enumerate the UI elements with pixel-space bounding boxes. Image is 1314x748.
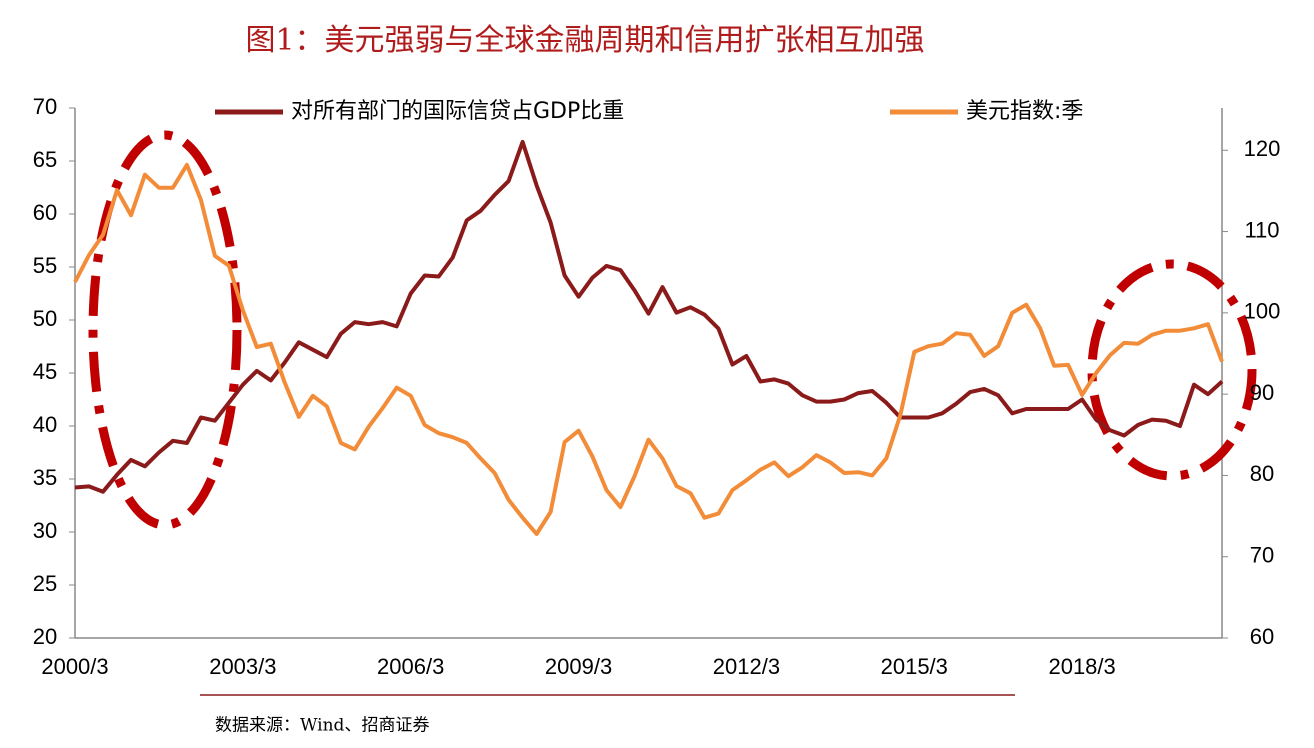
x-tick-label: 2012/3 bbox=[713, 654, 780, 679]
y2-tick-label: 90 bbox=[1250, 380, 1274, 405]
y-tick-label: 55 bbox=[33, 253, 57, 278]
x-tick-label: 2003/3 bbox=[209, 654, 276, 679]
y-tick-label: 65 bbox=[33, 147, 57, 172]
series-line bbox=[73, 162, 1224, 536]
y-tick-label: 25 bbox=[33, 571, 57, 596]
legend-label: 对所有部门的国际信贷占GDP比重 bbox=[291, 99, 624, 124]
source-note: 数据来源：Wind、招商证券 bbox=[215, 716, 429, 736]
y-tick-label: 50 bbox=[33, 306, 57, 331]
y-tick-label: 40 bbox=[33, 412, 57, 437]
highlight-ellipse bbox=[88, 130, 242, 530]
y2-tick-label: 120 bbox=[1244, 136, 1281, 161]
y-tick-label: 35 bbox=[33, 465, 57, 490]
x-tick-label: 2009/3 bbox=[545, 654, 612, 679]
x-tick-label: 2006/3 bbox=[377, 654, 444, 679]
y-tick-label: 30 bbox=[33, 518, 57, 543]
highlight-ellipse bbox=[1087, 259, 1257, 481]
y2-tick-label: 70 bbox=[1250, 543, 1274, 568]
chart-title: 图1：美元强弱与全球金融周期和信用扩张相互加强 bbox=[245, 23, 924, 58]
y-tick-label: 70 bbox=[33, 94, 57, 119]
y-tick-label: 20 bbox=[33, 624, 57, 649]
y2-tick-label: 100 bbox=[1244, 299, 1281, 324]
y-tick-label: 60 bbox=[33, 200, 57, 225]
x-tick-label: 2018/3 bbox=[1048, 654, 1115, 679]
y2-tick-label: 60 bbox=[1250, 624, 1274, 649]
legend-label: 美元指数:季 bbox=[966, 99, 1083, 124]
y-tick-label: 45 bbox=[33, 359, 57, 384]
series-line bbox=[74, 139, 1224, 494]
x-tick-label: 2015/3 bbox=[881, 654, 948, 679]
y2-tick-label: 110 bbox=[1244, 217, 1279, 242]
y2-tick-label: 80 bbox=[1250, 461, 1274, 486]
x-tick-label: 2000/3 bbox=[41, 654, 108, 679]
